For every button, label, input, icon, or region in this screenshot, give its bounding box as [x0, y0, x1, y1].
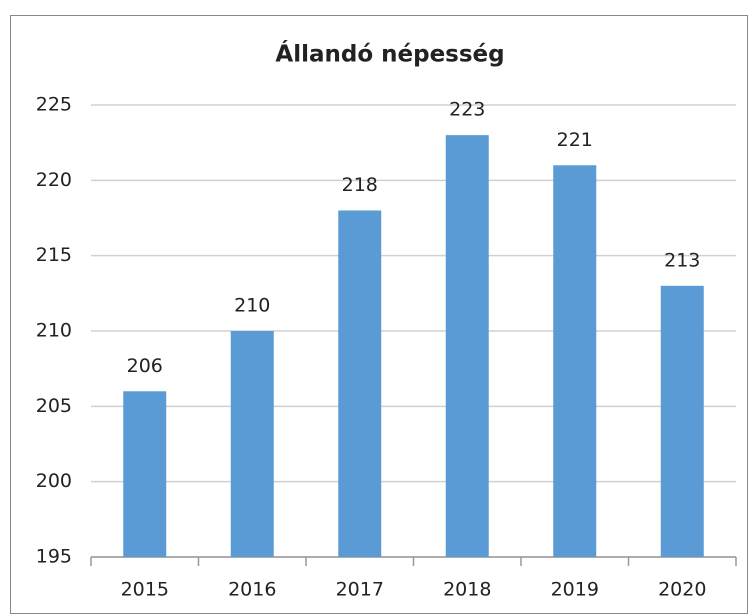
- y-tick-label: 225: [36, 94, 72, 116]
- data-label: 218: [342, 174, 378, 196]
- x-tick-label: 2020: [658, 579, 706, 601]
- y-tick-label: 220: [36, 169, 72, 191]
- data-label: 210: [234, 295, 270, 317]
- y-tick-label: 205: [36, 395, 72, 417]
- bar: [553, 165, 597, 557]
- x-tick-label: 2015: [121, 579, 169, 601]
- y-tick-label: 215: [36, 244, 72, 266]
- bar: [338, 210, 382, 557]
- bar: [660, 285, 704, 557]
- x-tick-label: 2016: [228, 579, 276, 601]
- data-label: 221: [557, 129, 593, 151]
- data-label: 213: [664, 249, 700, 271]
- y-tick-label: 195: [36, 546, 72, 568]
- y-tick-label: 210: [36, 320, 72, 342]
- x-tick-label: 2018: [443, 579, 491, 601]
- x-tick-label: 2017: [336, 579, 384, 601]
- data-label: 223: [449, 99, 485, 121]
- y-tick-label: 200: [36, 470, 72, 492]
- x-tick-label: 2019: [551, 579, 599, 601]
- bar: [445, 135, 489, 557]
- chart-title: Állandó népesség: [275, 40, 504, 68]
- data-label: 206: [127, 355, 163, 377]
- bar: [123, 391, 167, 557]
- bar: [230, 331, 274, 557]
